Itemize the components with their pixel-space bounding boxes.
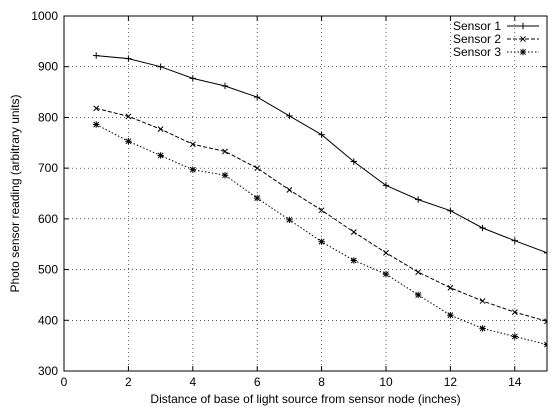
series-3-point xyxy=(254,194,261,202)
series-1-point xyxy=(254,93,261,101)
series-2-point xyxy=(318,207,325,214)
y-axis-label: Photo sensor reading (arbitrary units) xyxy=(8,94,22,292)
legend-label: Sensor 2 xyxy=(453,32,501,46)
x-tick-label: 2 xyxy=(125,375,132,389)
y-tick-label: 400 xyxy=(38,313,58,327)
series-2-point xyxy=(350,229,357,235)
series-2-point xyxy=(93,105,100,112)
series-1 xyxy=(93,52,547,257)
y-tick-label: 800 xyxy=(38,110,58,124)
x-tick-label: 0 xyxy=(61,375,68,389)
series-1-point xyxy=(286,112,293,120)
x-axis-label: Distance of base of light source from se… xyxy=(150,392,460,406)
series-3-point xyxy=(318,238,325,245)
series-3-point xyxy=(479,325,486,332)
y-tick-label: 600 xyxy=(38,212,58,226)
series-2-point xyxy=(254,165,261,172)
x-tick-label: 12 xyxy=(444,375,458,389)
x-tick-label: 8 xyxy=(318,375,325,389)
series-3-point xyxy=(350,257,357,264)
series-3-point xyxy=(447,312,454,319)
series-1-point xyxy=(415,196,422,203)
series-1-point xyxy=(189,75,196,82)
series-2-point xyxy=(383,249,389,256)
series-2-point xyxy=(125,113,132,120)
series-2-point xyxy=(189,141,196,148)
y-tick-label: 700 xyxy=(38,161,58,175)
legend-marker xyxy=(519,22,527,30)
series-2-point xyxy=(222,148,228,155)
plot-frame xyxy=(63,15,548,372)
series-2-point xyxy=(157,126,164,133)
legend-label: Sensor 3 xyxy=(453,45,501,59)
series-1-point xyxy=(479,224,486,232)
legend-marker xyxy=(520,36,526,42)
series-1-point xyxy=(93,52,100,59)
series-3 xyxy=(93,121,547,348)
series-2-point xyxy=(544,318,547,325)
legend-label: Sensor 1 xyxy=(453,19,501,33)
series-1-line xyxy=(96,55,547,254)
series-2-point xyxy=(479,298,486,304)
y-tick-label: 300 xyxy=(38,364,58,378)
series-1-point xyxy=(318,131,325,138)
x-tick-label: 14 xyxy=(508,375,522,389)
series-1-point xyxy=(157,63,164,70)
series-1-point xyxy=(125,55,132,62)
series-3-point xyxy=(157,152,164,159)
grid xyxy=(64,16,547,371)
series-3-point xyxy=(221,172,229,179)
series-1-point xyxy=(350,158,357,165)
series-1-point xyxy=(221,82,229,90)
series-lines xyxy=(93,52,547,348)
series-1-point xyxy=(447,207,454,214)
x-tick-label: 6 xyxy=(254,375,261,389)
series-1-point xyxy=(382,182,390,189)
series-2-point xyxy=(286,187,293,193)
series-2-point xyxy=(415,269,422,276)
series-3-point xyxy=(511,333,518,340)
series-3-point xyxy=(93,121,100,128)
series-3-point xyxy=(415,291,422,299)
series-1-point xyxy=(511,237,518,244)
x-tick-label: 4 xyxy=(189,375,196,389)
series-3-point xyxy=(543,341,547,348)
series-3-point xyxy=(382,270,390,278)
series-3-line xyxy=(95,124,547,346)
series-2-point xyxy=(511,309,518,316)
series-2-point xyxy=(447,284,454,291)
series-2 xyxy=(93,105,547,325)
y-tick-label: 900 xyxy=(38,60,58,74)
y-tick-label: 500 xyxy=(38,263,58,277)
x-tick-label: 10 xyxy=(379,375,393,389)
y-tick-label: 1000 xyxy=(31,9,58,23)
axis-ticks: 0 2 4 6 8 10 12 14 300 400 500 600 700 800 900 1000 xyxy=(31,9,547,389)
series-3-point xyxy=(189,166,196,173)
series-3-point xyxy=(125,138,132,145)
series-3-point xyxy=(286,216,293,224)
legend-marker xyxy=(519,48,527,56)
series-1-point xyxy=(543,249,547,257)
